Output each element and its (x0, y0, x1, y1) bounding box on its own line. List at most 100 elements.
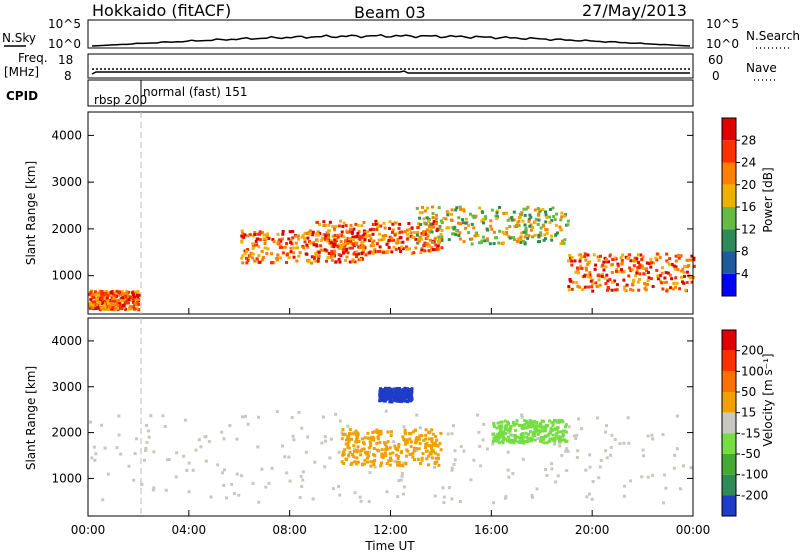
colorbar-tick-label: 16 (741, 200, 756, 214)
heatmap-cell (98, 308, 102, 312)
heatmap-cell (121, 292, 125, 296)
heatmap-cell (688, 276, 692, 280)
heatmap-cell (117, 414, 121, 418)
heatmap-cell (376, 250, 380, 253)
heatmap-cell (399, 230, 402, 234)
heatmap-cell (100, 306, 104, 310)
heatmap-cell (492, 501, 496, 505)
heatmap-cell (244, 414, 247, 418)
heatmap-cell (547, 439, 551, 443)
y-tick-label: 4000 (51, 128, 82, 142)
heatmap-cell (431, 205, 434, 209)
heatmap-cell (378, 441, 382, 444)
heatmap-cell (266, 232, 269, 236)
heatmap-cell (388, 388, 392, 392)
heatmap-cell (527, 234, 531, 238)
heatmap-cell (536, 223, 540, 226)
heatmap-cell (292, 246, 296, 250)
heatmap-cell (324, 234, 328, 238)
heatmap-cell (544, 213, 548, 217)
heatmap-cell (352, 455, 356, 458)
heatmap-cell (559, 228, 563, 232)
heatmap-cell (137, 298, 141, 302)
heatmap-cell (677, 256, 681, 260)
heatmap-cell (366, 230, 370, 234)
heatmap-cell (562, 429, 565, 433)
heatmap-cell (404, 454, 408, 458)
heatmap-cell (309, 229, 313, 233)
heatmap-cell (628, 266, 632, 270)
heatmap-cell (348, 237, 352, 241)
heatmap-cell (430, 246, 434, 250)
heatmap-cell (411, 235, 415, 239)
heatmap-cell (506, 439, 509, 443)
heatmap-cell (296, 234, 300, 238)
heatmap-cell (363, 238, 367, 242)
heatmap-cell (568, 279, 572, 283)
heatmap-cell (349, 241, 353, 245)
heatmap-cell (125, 290, 129, 294)
heatmap-cell (95, 303, 99, 307)
heatmap-cell (440, 238, 444, 242)
heatmap-cell (470, 242, 474, 246)
heatmap-cell (305, 231, 309, 235)
heatmap-cell (593, 267, 597, 271)
heatmap-cell (372, 244, 376, 247)
heatmap-cell (417, 447, 421, 451)
velocity-colorbar-label: Velocity [m s⁻¹] (761, 353, 775, 446)
heatmap-cell (207, 440, 211, 443)
heatmap-cell (588, 273, 592, 277)
heatmap-cell (507, 422, 511, 426)
heatmap-cell (372, 460, 376, 464)
heatmap-cell (554, 434, 558, 438)
heatmap-cell (636, 280, 640, 284)
heatmap-cell (133, 295, 136, 299)
heatmap-cell (246, 234, 250, 238)
heatmap-cell (324, 439, 327, 443)
heatmap-cell (462, 209, 466, 213)
heatmap-cell (355, 450, 359, 454)
heatmap-cell (368, 251, 372, 255)
heatmap-cell (505, 230, 509, 234)
y-tick-label: 1000 (51, 471, 82, 485)
heatmap-cell (636, 266, 640, 270)
heatmap-cell (289, 241, 293, 245)
heatmap-cell (625, 283, 629, 287)
heatmap-cell (508, 225, 512, 229)
heatmap-cell (524, 419, 528, 423)
heatmap-cell (292, 255, 296, 259)
heatmap-cell (328, 456, 332, 460)
heatmap-cell (545, 215, 549, 219)
heatmap-cell (425, 457, 429, 461)
heatmap-cell (551, 206, 555, 210)
heatmap-cell (450, 468, 454, 472)
heatmap-cell (598, 465, 602, 469)
heatmap-cell (645, 261, 649, 265)
heatmap-cell (361, 244, 364, 248)
heatmap-cell (117, 433, 121, 437)
heatmap-cell (663, 276, 667, 280)
heatmap-cell (544, 435, 547, 438)
heatmap-cell (337, 484, 341, 488)
heatmap-cell (390, 236, 394, 240)
heatmap-cell (515, 419, 519, 423)
heatmap-cell (357, 440, 361, 443)
heatmap-cell (343, 448, 347, 452)
heatmap-cell (555, 231, 559, 235)
heatmap-cell (101, 301, 105, 305)
heatmap-cell (342, 243, 346, 246)
heatmap-cell (607, 287, 611, 291)
heatmap-cell (408, 437, 412, 441)
heatmap-cell (100, 291, 104, 295)
heatmap-cell (474, 214, 478, 218)
heatmap-cell (676, 253, 680, 257)
heatmap-cell (530, 420, 534, 424)
heatmap-cell (512, 238, 516, 242)
heatmap-cell (294, 234, 298, 238)
heatmap-cell (661, 433, 665, 437)
heatmap-cell (344, 247, 348, 251)
heatmap-cell (379, 432, 383, 436)
heatmap-cell (377, 432, 381, 436)
heatmap-cell (427, 444, 431, 448)
heatmap-cell (501, 430, 505, 434)
